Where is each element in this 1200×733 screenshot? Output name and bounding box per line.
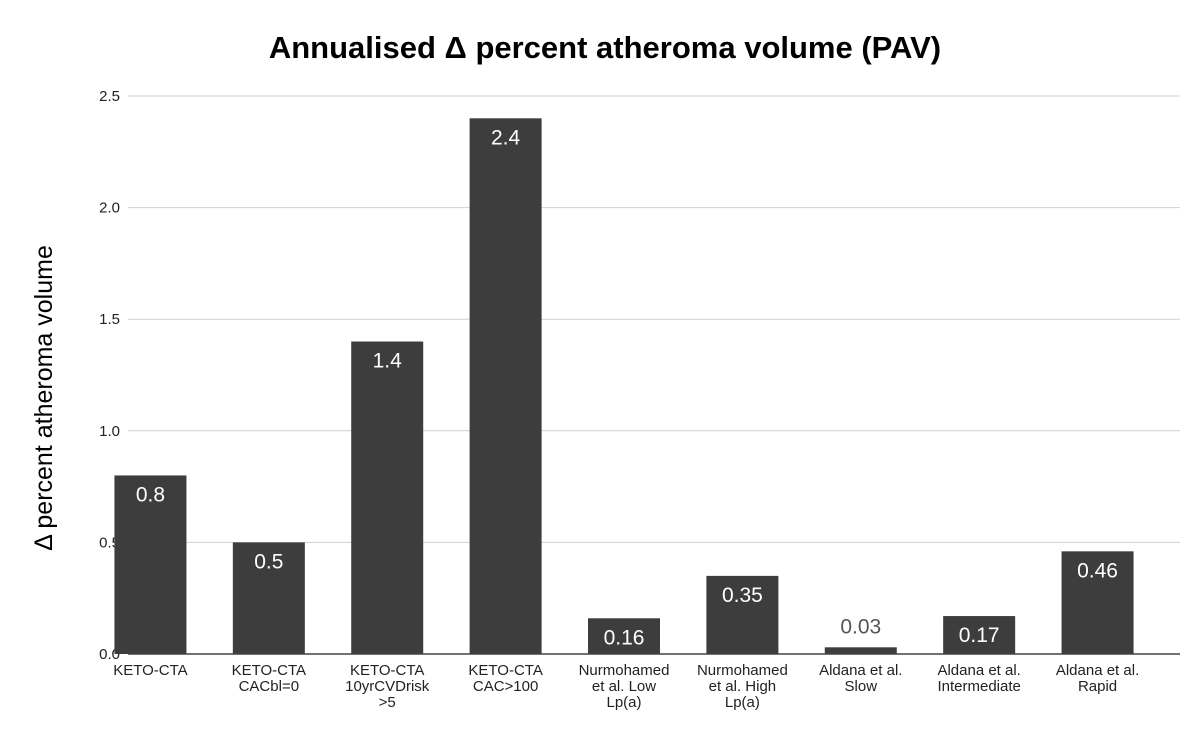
y-tick-label: 2.5 [99, 88, 120, 105]
bar-value-label: 0.5 [254, 550, 283, 573]
y-tick-label: 1.5 [99, 311, 120, 328]
x-axis-categories: KETO-CTA KETO-CTA CACbl=0 KETO-CTA 10yrCVDri… [113, 662, 1139, 711]
bar-value-labels: 0.8 0.5 1.4 2.4 0.16 0.35 0.03 0.17 0.46 [136, 126, 1118, 649]
bar-value-label: 0.35 [722, 584, 763, 607]
bar [1061, 551, 1134, 654]
y-axis-title: Δ percent atheroma volume [30, 245, 58, 551]
bar-value-label: 0.17 [959, 624, 1000, 647]
x-tick-label: Nurmohamed et al. Low Lp(a) [579, 662, 670, 711]
bar-value-label: 2.4 [491, 126, 521, 149]
bar-value-label: 1.4 [373, 350, 403, 373]
x-tick-label: KETO-CTA 10yrCVDrisk >5 [345, 662, 430, 711]
y-tick-label: 2.0 [99, 200, 120, 217]
bar [114, 475, 187, 654]
x-tick-label: Aldana et al. Slow [819, 662, 902, 695]
bar [706, 575, 779, 654]
bar [824, 647, 897, 654]
bar-value-label: 0.46 [1077, 559, 1118, 582]
x-tick-label: KETO-CTA CAC>100 [468, 662, 542, 695]
bar-value-label: 0.03 [840, 615, 881, 638]
x-tick-label: KETO-CTA CACbl=0 [232, 662, 306, 695]
bar-value-label: 0.8 [136, 483, 165, 506]
bars [114, 118, 1134, 654]
gridlines [128, 95, 1180, 543]
bar [232, 542, 305, 654]
x-tick-label: Aldana et al. Rapid [1056, 662, 1139, 695]
bar [588, 618, 660, 654]
bar [469, 118, 542, 654]
bar [943, 616, 1016, 654]
y-axis-ticks: 0.00.51.01.52.02.5 [99, 88, 120, 663]
bar-value-label: 0.16 [604, 626, 645, 649]
chart-title: Annualised Δ percent atheroma volume (PA… [269, 30, 941, 65]
y-tick-label: 1.0 [99, 423, 120, 440]
x-tick-label: KETO-CTA [113, 662, 187, 679]
x-tick-label: Nurmohamed et al. High Lp(a) [697, 662, 788, 711]
x-tick-label: Aldana et al. Intermediate [937, 662, 1020, 695]
bar [351, 341, 424, 654]
